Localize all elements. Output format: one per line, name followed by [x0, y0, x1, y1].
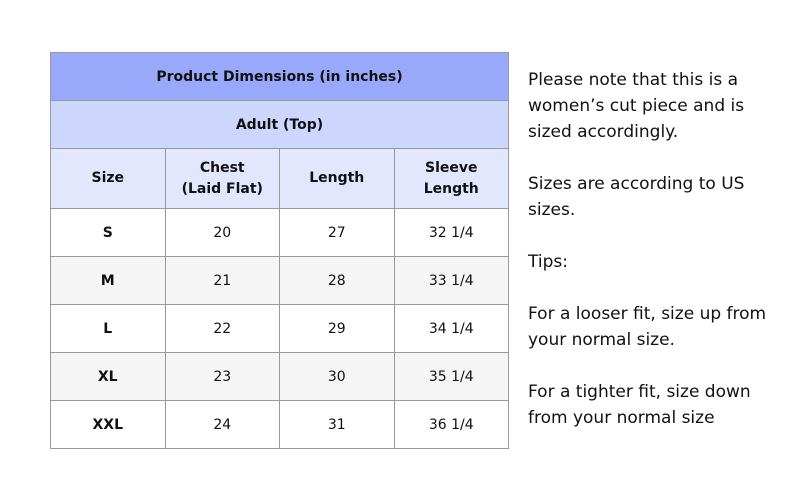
header-text: Length	[423, 180, 479, 197]
table-row: L 22 29 34 1/4	[50, 304, 509, 353]
cell-chest: 23	[164, 352, 280, 401]
cell-length: 29	[279, 304, 395, 353]
header-text: Chest	[199, 159, 245, 176]
table-title: Product Dimensions (in inches)	[50, 52, 509, 101]
cell-length: 31	[279, 400, 395, 449]
header-text: Size	[91, 170, 125, 186]
cell-sleeve-length: 36 1/4	[393, 400, 509, 449]
header-text: Length	[309, 170, 365, 186]
cell-size: XXL	[50, 400, 166, 449]
table-row: S 20 27 32 1/4	[50, 208, 509, 257]
note-tighter-fit: For a tighter fit, size down from your n…	[528, 382, 751, 428]
size-notes: Please note that this is a women’s cut p…	[528, 67, 788, 457]
cell-length: 30	[279, 352, 395, 401]
cell-size: XL	[50, 352, 166, 401]
header-chest: Chest (Laid Flat)	[164, 148, 280, 209]
cell-size: S	[50, 208, 166, 257]
header-text: (Laid Flat)	[181, 180, 263, 197]
cell-sleeve-length: 35 1/4	[393, 352, 509, 401]
cell-sleeve-length: 32 1/4	[393, 208, 509, 257]
note-us-sizes: Sizes are according to US sizes.	[528, 174, 745, 220]
cell-chest: 24	[164, 400, 280, 449]
note-tips-heading: Tips:	[528, 252, 568, 272]
header-text: Sleeve	[425, 159, 478, 176]
note-looser-fit: For a looser fit, size up from your norm…	[528, 304, 767, 350]
header-length: Length	[279, 148, 395, 209]
cell-sleeve-length: 34 1/4	[393, 304, 509, 353]
cell-size: L	[50, 304, 166, 353]
cell-length: 27	[279, 208, 395, 257]
note-womens-cut: Please note that this is a women’s cut p…	[528, 70, 745, 142]
cell-length: 28	[279, 256, 395, 305]
cell-chest: 20	[164, 208, 280, 257]
header-size: Size	[50, 148, 166, 209]
cell-sleeve-length: 33 1/4	[393, 256, 509, 305]
table-subtitle: Adult (Top)	[50, 100, 509, 149]
table-row: XXL 24 31 36 1/4	[50, 400, 509, 449]
cell-size: M	[50, 256, 166, 305]
size-chart-table: Product Dimensions (in inches) Adult (To…	[50, 52, 509, 449]
cell-chest: 22	[164, 304, 280, 353]
table-row: M 21 28 33 1/4	[50, 256, 509, 305]
header-sleeve-length: Sleeve Length	[393, 148, 509, 209]
table-row: XL 23 30 35 1/4	[50, 352, 509, 401]
cell-chest: 21	[164, 256, 280, 305]
